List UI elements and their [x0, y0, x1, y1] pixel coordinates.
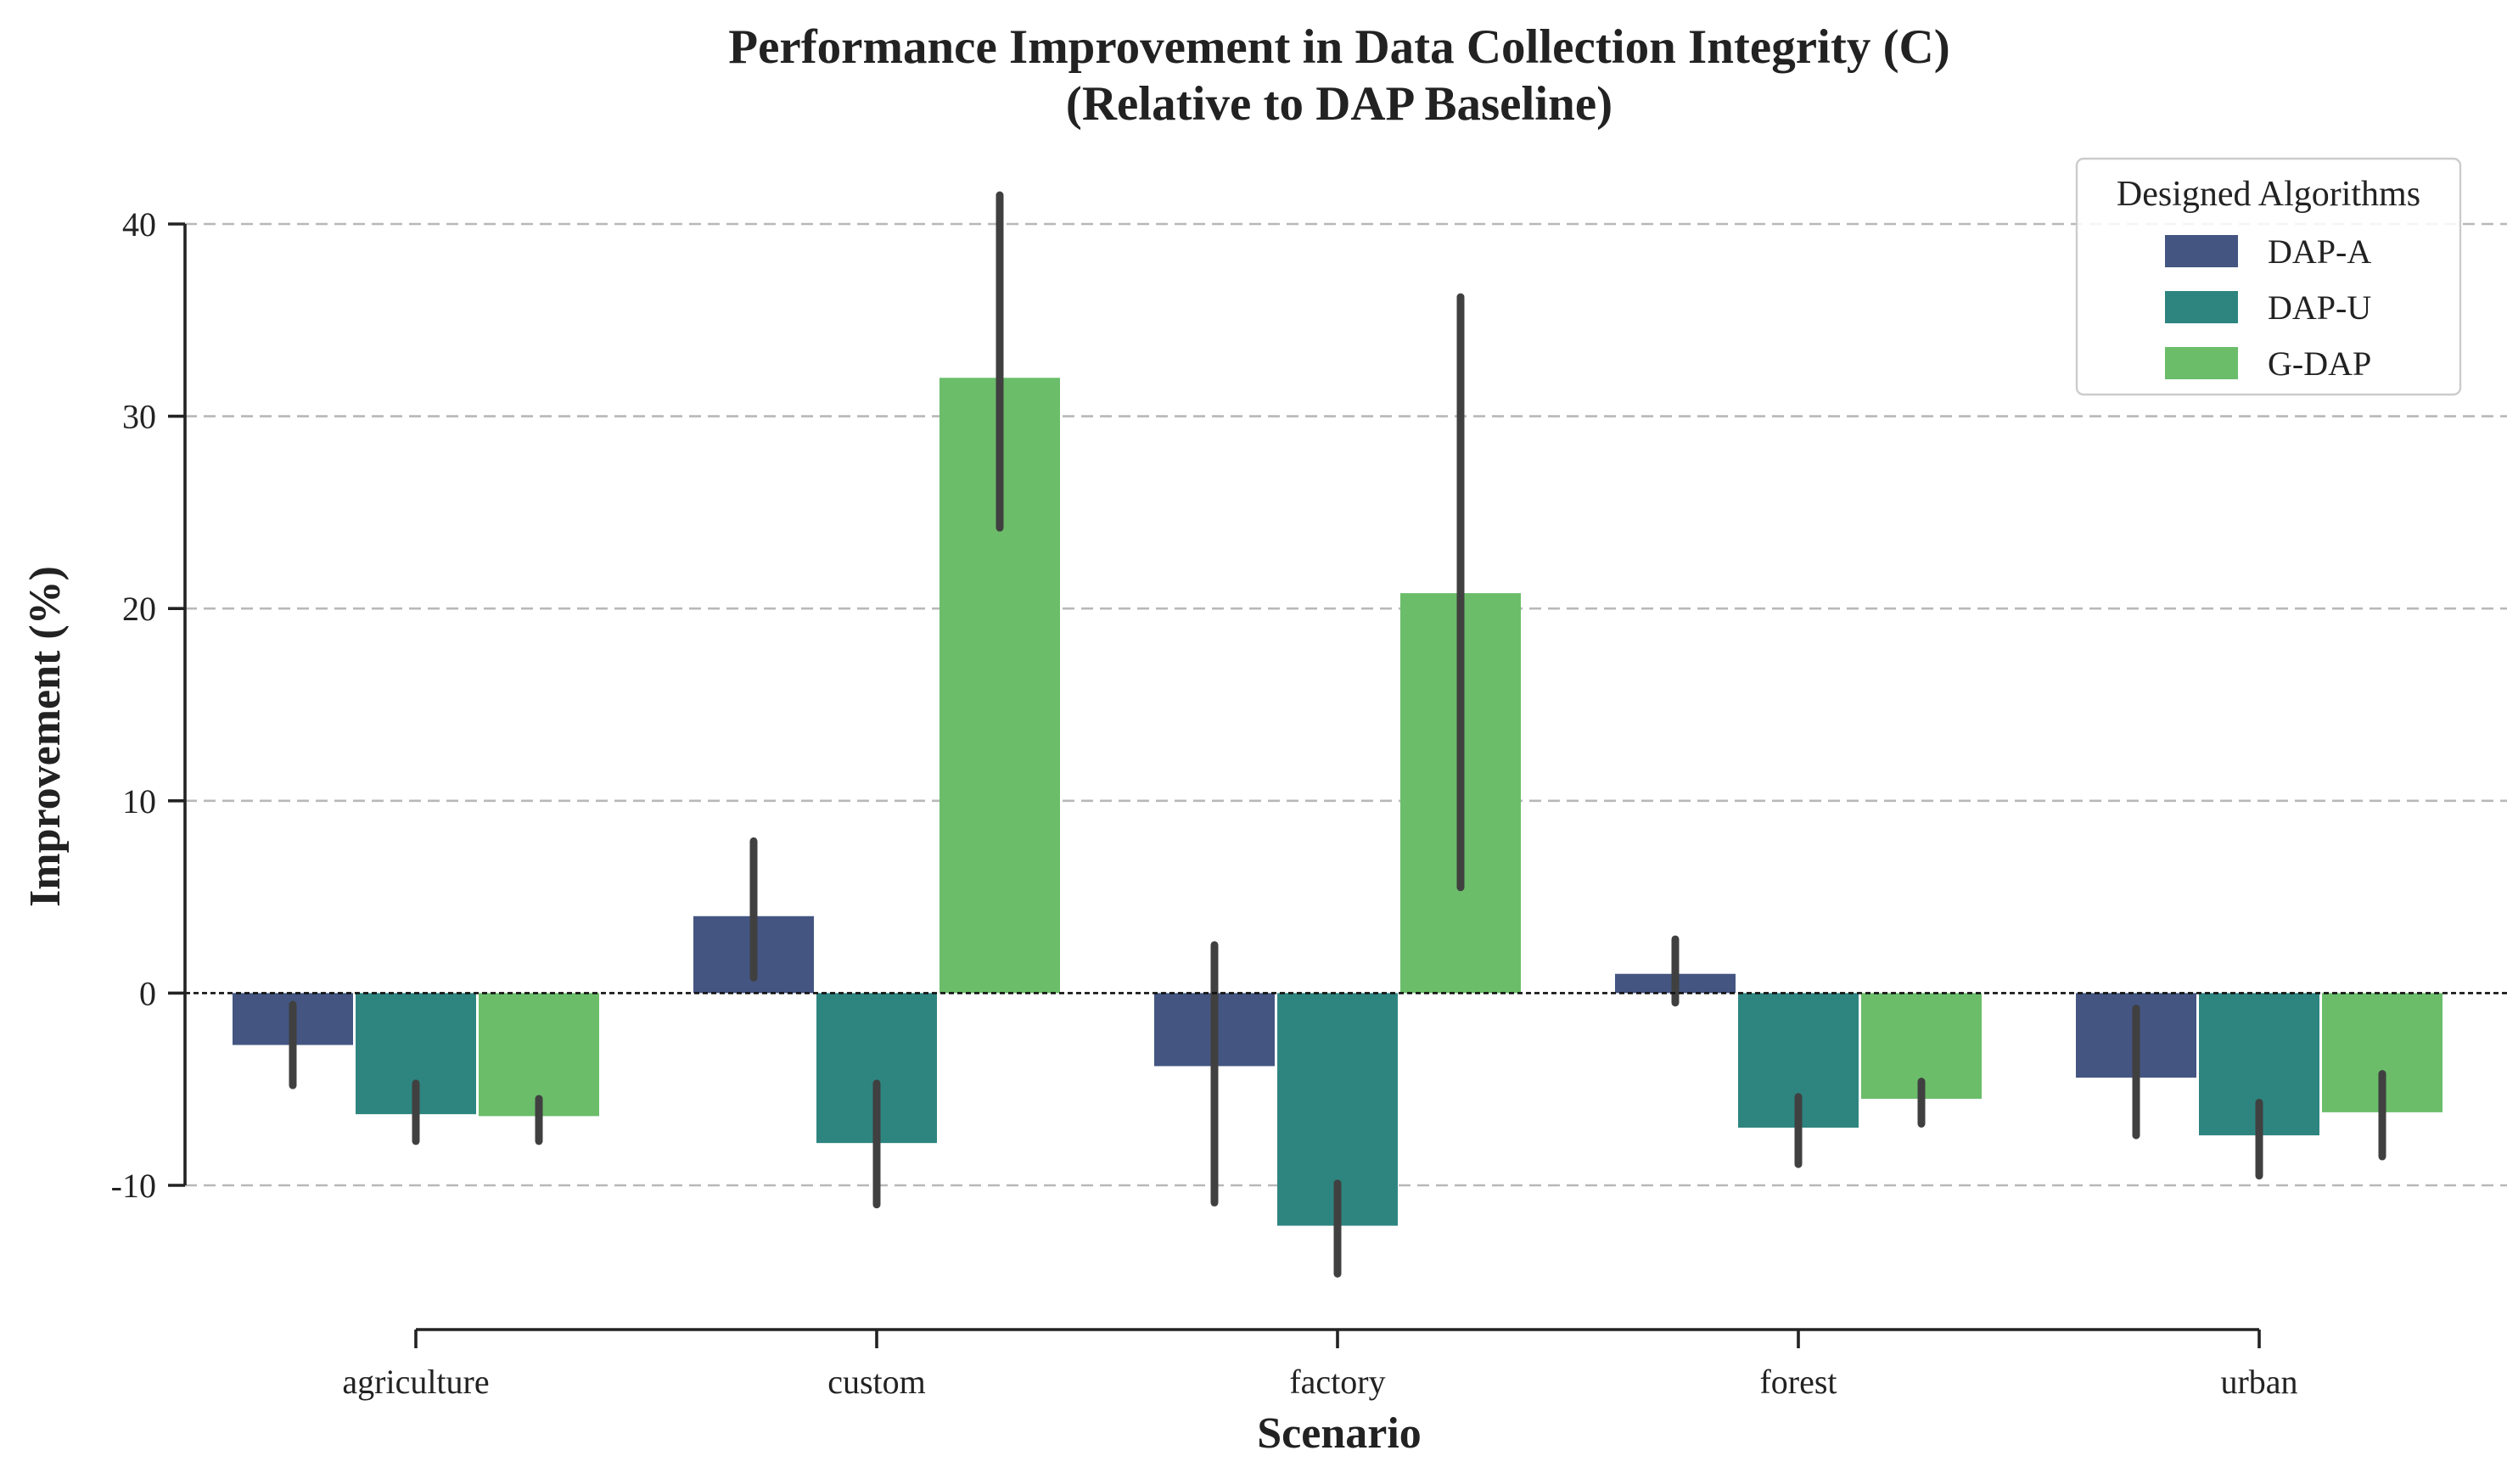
error-bars-layer: [289, 191, 2386, 1278]
x-tick-label-factory: factory: [1289, 1363, 1385, 1401]
x-tick-label-custom: custom: [827, 1363, 926, 1401]
y-tick-label: 20: [122, 590, 156, 628]
legend-label-dap-u: DAP-U: [2268, 288, 2371, 327]
legend-swatch-g-dap: [2165, 347, 2238, 379]
legend-label-dap-a: DAP-A: [2268, 232, 2371, 271]
x-tick-label-forest: forest: [1759, 1363, 1837, 1401]
y-tick-label: -10: [111, 1167, 156, 1205]
y-tick-label: 30: [122, 398, 156, 436]
legend: Designed Algorithms DAP-A DAP-U G-DAP: [2075, 157, 2462, 396]
chart-subtitle: (Relative to DAP Baseline): [1066, 77, 1612, 131]
legend-frame: [2075, 157, 2462, 396]
legend-swatch-dap-a: [2165, 235, 2238, 267]
y-tick-label: 0: [139, 974, 156, 1012]
x-tick-label-agriculture: agriculture: [342, 1363, 489, 1401]
chart-title: Performance Improvement in Data Collecti…: [728, 20, 1949, 74]
legend-swatch-dap-u: [2165, 291, 2238, 323]
axes-layer: -10 0 10 20 30 40 agriculture custom factory fore…: [111, 205, 2507, 1401]
y-tick-label: 10: [122, 782, 156, 820]
legend-items: DAP-A DAP-U G-DAP: [2165, 232, 2371, 383]
legend-label-g-dap: G-DAP: [2268, 344, 2371, 383]
y-tick-label: 40: [122, 205, 156, 244]
y-axis-label: Improvement (%): [21, 566, 70, 907]
x-axis-label: Scenario: [1257, 1409, 1422, 1458]
legend-title: Designed Algorithms: [2117, 175, 2420, 214]
x-tick-label-urban: urban: [2220, 1363, 2297, 1401]
